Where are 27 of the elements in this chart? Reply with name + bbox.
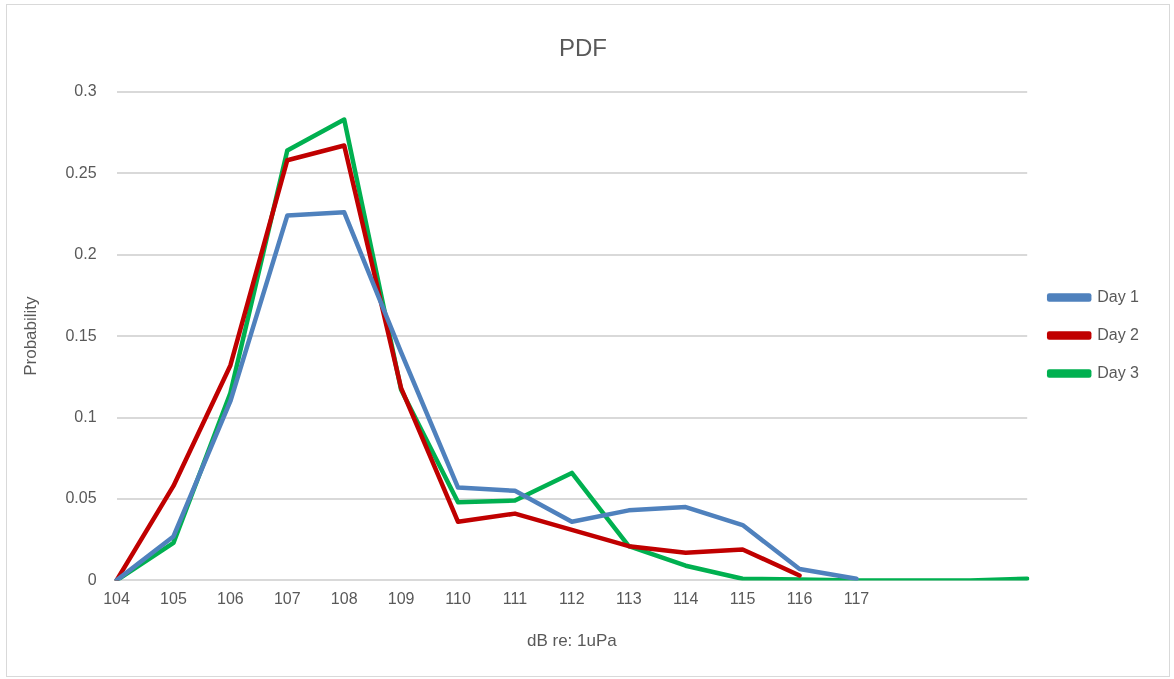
x-tick-label: 108: [330, 590, 358, 608]
x-tick-label: 104: [103, 590, 130, 608]
legend-label: Day 3: [1097, 363, 1140, 381]
x-tick-label: 109: [387, 590, 415, 608]
y-tick-label: 0.1: [74, 407, 97, 425]
y-tick-label: 0.05: [65, 489, 97, 507]
x-tick-label: 113: [616, 590, 642, 608]
y-tick-label: 0.3: [74, 82, 97, 100]
x-tick-label: 105: [160, 590, 187, 608]
x-tick-label: 110: [445, 590, 471, 608]
x-tick-label: 111: [502, 590, 528, 608]
x-tick-label: 115: [729, 590, 756, 608]
x-tick-label: 116: [786, 590, 813, 608]
x-tick-label: 106: [217, 590, 244, 608]
x-tick-label: 107: [273, 590, 301, 608]
y-tick-label: 0.2: [74, 245, 97, 263]
y-tick-label: 0.15: [65, 326, 97, 344]
x-tick-label: 117: [843, 590, 870, 608]
x-tick-label: 114: [672, 590, 699, 608]
legend-label: Day 1: [1097, 287, 1140, 305]
x-tick-label: 112: [559, 590, 585, 608]
legend-label: Day 2: [1097, 325, 1140, 343]
y-tick-label: 0: [87, 570, 97, 588]
chart-title: PDF: [559, 34, 607, 62]
y-axis-title: Probability: [20, 295, 40, 376]
x-axis-title: dB re: 1uPa: [526, 631, 618, 651]
y-tick-label: 0.25: [65, 163, 97, 181]
